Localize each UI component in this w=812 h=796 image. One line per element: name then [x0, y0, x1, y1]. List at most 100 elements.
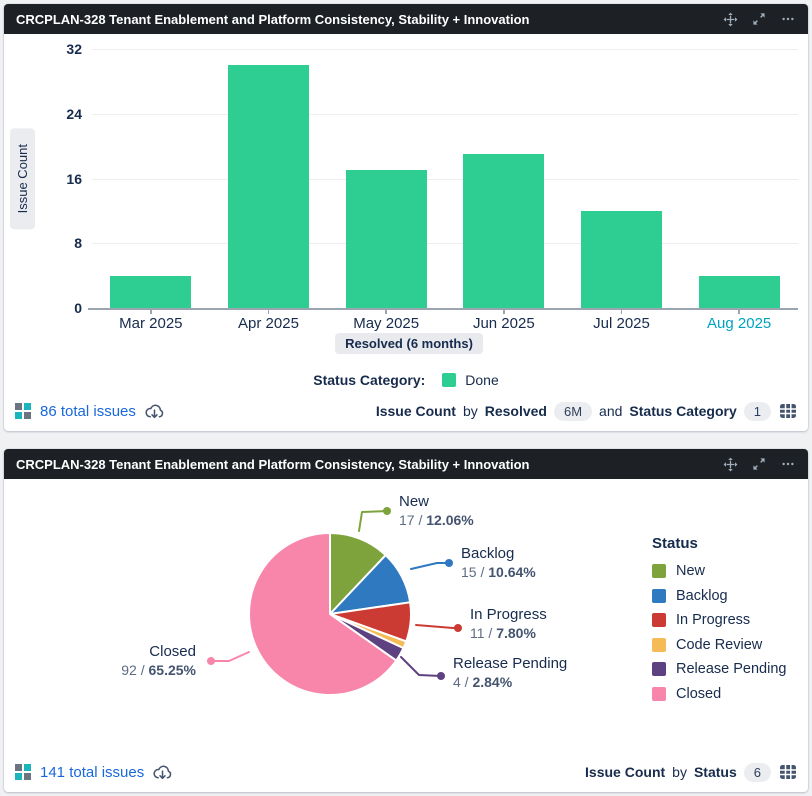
more-icon[interactable] [780, 12, 796, 26]
x-label-aug-2025: Aug 2025 [707, 315, 772, 332]
callout-name: In Progress [470, 606, 547, 623]
callout-dot-release-pending [437, 672, 445, 680]
pie-svg [207, 507, 462, 696]
legend-item-release-pending[interactable]: Release Pending [652, 661, 786, 677]
y-axis-label: Issue Count [10, 128, 35, 230]
footer-right: Issue Count by Status 6 [585, 762, 798, 782]
footer-left: 141 total issues [14, 763, 173, 782]
x-tick-mark [503, 310, 505, 314]
x-label-jun-2025: Jun 2025 [472, 315, 535, 332]
legend-item-in-progress[interactable]: In Progress [652, 612, 786, 628]
callout-value: 17 / 12.06% [399, 512, 474, 528]
callout-value: 92 / 65.25% [121, 662, 196, 678]
callout-line-in-progress [415, 624, 459, 629]
gridline [92, 243, 798, 245]
legend-item-closed[interactable]: Closed [652, 686, 786, 702]
legend-item-code-review[interactable]: Code Review [652, 637, 786, 653]
legend-label: In Progress [676, 612, 751, 628]
callout-label-release-pending: Release Pending 4 / 2.84% [453, 654, 567, 692]
pie-slice-new[interactable] [329, 532, 387, 615]
table-view-icon[interactable] [778, 762, 798, 782]
issues-grid-icon [14, 402, 32, 420]
legend-item-new[interactable]: New [652, 563, 786, 579]
footer-by: by [462, 403, 478, 419]
callout-dot-new [383, 507, 391, 515]
footer-and: and [599, 403, 623, 419]
gadget-footer: 141 total issues Issue Count by Status 6 [4, 757, 808, 787]
move-icon[interactable] [723, 12, 738, 27]
x-tick-mark [620, 310, 623, 314]
total-issues-link[interactable]: 141 total issues [40, 763, 145, 781]
y-tick-24: 24 [66, 105, 82, 122]
callout-value: 4 / 2.84% [453, 674, 513, 690]
gadget-title: CRCPLAN-328 Tenant Enablement and Platfo… [16, 11, 530, 27]
pie-chart: Status New Backlog In Progress Code Review R… [4, 479, 808, 754]
bar-may-2025[interactable] [345, 170, 427, 308]
y-tick-0: 0 [74, 300, 82, 316]
maximize-icon[interactable] [752, 12, 766, 26]
gadget-header: CRCPLAN-328 Tenant Enablement and Platfo… [4, 4, 808, 34]
x-label-may-2025: May 2025 [353, 315, 420, 332]
callout-name: Backlog [461, 545, 515, 562]
footer-dim-pill[interactable]: 6 [743, 762, 771, 782]
x-tick-mark [150, 310, 152, 314]
bar-aug-2025[interactable] [698, 275, 780, 308]
x-tick-mark [267, 310, 270, 314]
legend-label: Code Review [676, 636, 763, 653]
cloud-download-icon[interactable] [144, 402, 165, 421]
y-tick-16: 16 [66, 170, 82, 187]
legend-label: Backlog [676, 587, 728, 604]
pie-chart-gadget: CRCPLAN-328 Tenant Enablement and Platfo… [4, 449, 808, 792]
legend-item-backlog[interactable]: Backlog [652, 588, 786, 604]
callout-dot-backlog [445, 559, 453, 567]
callout-value: 11 / 7.80% [470, 625, 536, 641]
x-axis-line [88, 308, 798, 310]
bar-mar-2025[interactable] [110, 275, 192, 308]
gridline [92, 178, 798, 180]
footer-dim2-pill[interactable]: 1 [743, 401, 771, 421]
pie-legend-title: Status [652, 535, 698, 552]
gadget-footer: 86 total issues Issue Count by Resolved … [4, 396, 808, 426]
gadget-title: CRCPLAN-328 Tenant Enablement and Platfo… [16, 456, 530, 472]
footer-by: by [672, 764, 687, 780]
footer-dim2: Status Category [629, 403, 737, 419]
callout-name: Release Pending [453, 655, 568, 672]
pie-slice-closed[interactable] [248, 532, 398, 696]
gridline [92, 49, 798, 50]
x-tick-mark [738, 310, 740, 314]
move-icon[interactable] [723, 457, 738, 472]
footer-metric: Issue Count [375, 403, 456, 419]
legend-swatch-done [442, 373, 457, 387]
total-issues-link[interactable]: 86 total issues [40, 402, 136, 420]
legend-item-done[interactable]: Done [465, 372, 499, 388]
legend-label: New [676, 563, 706, 579]
pie-legend: Status New Backlog In Progress Code Review R… [652, 535, 786, 710]
y-tick-32: 32 [66, 41, 82, 57]
cloud-download-icon[interactable] [152, 763, 173, 782]
callout-value: 15 / 10.64% [461, 564, 536, 580]
bar-jul-2025[interactable] [581, 210, 662, 308]
table-view-icon[interactable] [778, 401, 798, 421]
legend-swatch-backlog [652, 588, 666, 603]
bar-jun-2025[interactable] [463, 154, 545, 308]
callout-line-release-pending [400, 656, 442, 677]
legend-swatch-closed [652, 686, 666, 701]
footer-dim1-pill[interactable]: 6M [553, 401, 593, 421]
x-label-apr-2025: Apr 2025 [238, 315, 299, 332]
more-icon[interactable] [780, 457, 796, 471]
footer-dim1: Resolved [484, 403, 547, 419]
callout-dot-closed [207, 657, 215, 665]
maximize-icon[interactable] [752, 457, 766, 471]
footer-left: 86 total issues [14, 402, 165, 421]
legend-label: Closed [676, 685, 722, 702]
callout-name: Closed [149, 643, 196, 660]
y-tick-8: 8 [74, 235, 82, 252]
legend-label: Release Pending [676, 661, 787, 677]
legend-swatch-release-pending [652, 662, 666, 676]
legend-swatch-new [652, 564, 666, 578]
gadget-header: CRCPLAN-328 Tenant Enablement and Platfo… [4, 449, 808, 479]
bar-apr-2025[interactable] [228, 65, 309, 308]
bar-legend-label: Status Category: [313, 372, 426, 388]
x-label-mar-2025: Mar 2025 [119, 315, 183, 332]
